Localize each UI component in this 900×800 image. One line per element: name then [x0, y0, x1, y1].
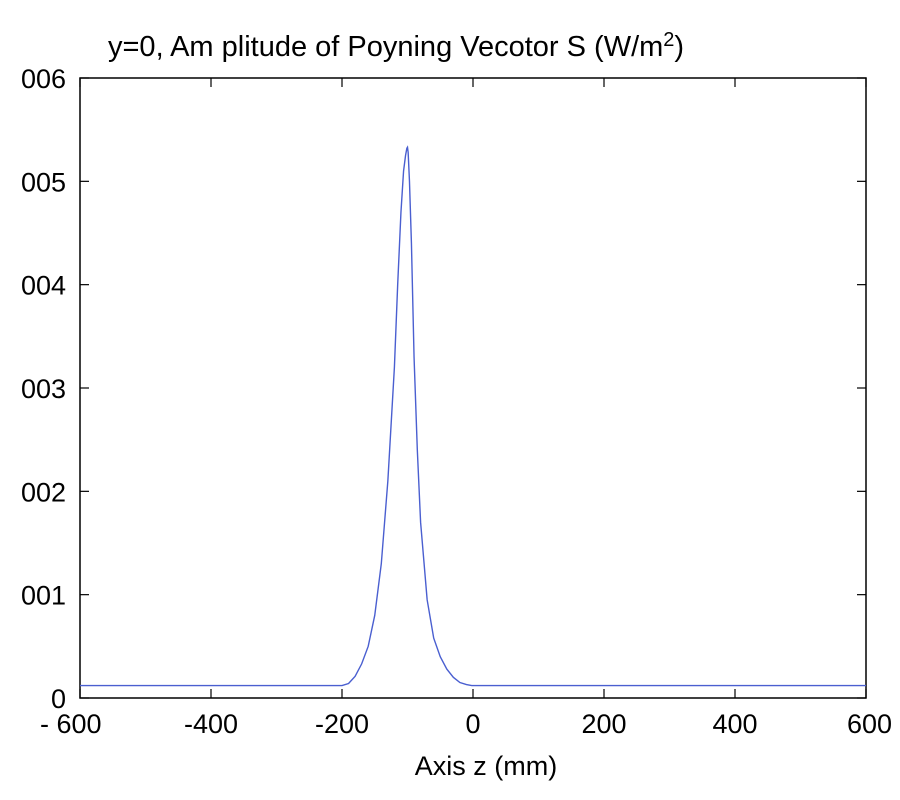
x-tick-label: -400 — [184, 709, 238, 739]
chart-title-superscript: 2 — [663, 29, 674, 51]
plot-frame — [79, 77, 867, 699]
y-tick-label: 004 — [21, 271, 66, 301]
chart-title-suffix: ) — [674, 31, 684, 63]
x-tick-label: - 600 — [40, 709, 102, 739]
x-axis-ticks — [79, 78, 867, 698]
chart-title-main: y=0, Am plitude of Poyning Vecotor S (W/… — [108, 31, 663, 63]
x-axis-label: Axis z (mm) — [415, 751, 557, 781]
y-tick-label: 001 — [21, 581, 66, 611]
x-tick-label: 600 — [847, 709, 892, 739]
chart-title: y=0, Am plitude of Poyning Vecotor S (W/… — [108, 29, 684, 63]
x-axis-tick-labels: - 600 -400 -200 0 200 400 600 — [40, 709, 892, 739]
y-tick-label: 0 — [51, 684, 66, 714]
y-tick-label: 005 — [21, 167, 66, 197]
series-line — [80, 145, 866, 687]
y-axis-tick-labels: 0 001 002 003 004 005 006 — [21, 64, 66, 714]
x-tick-label: 200 — [581, 709, 626, 739]
y-tick-label: 006 — [21, 64, 66, 94]
y-tick-label: 002 — [21, 477, 66, 507]
y-axis-ticks — [80, 77, 866, 699]
x-tick-label: -200 — [315, 709, 369, 739]
y-tick-label: 003 — [21, 374, 66, 404]
x-tick-label: 400 — [712, 709, 757, 739]
x-tick-label: 0 — [465, 709, 480, 739]
